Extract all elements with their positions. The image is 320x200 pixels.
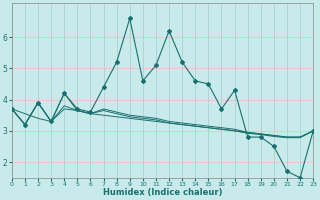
X-axis label: Humidex (Indice chaleur): Humidex (Indice chaleur) bbox=[103, 188, 222, 197]
